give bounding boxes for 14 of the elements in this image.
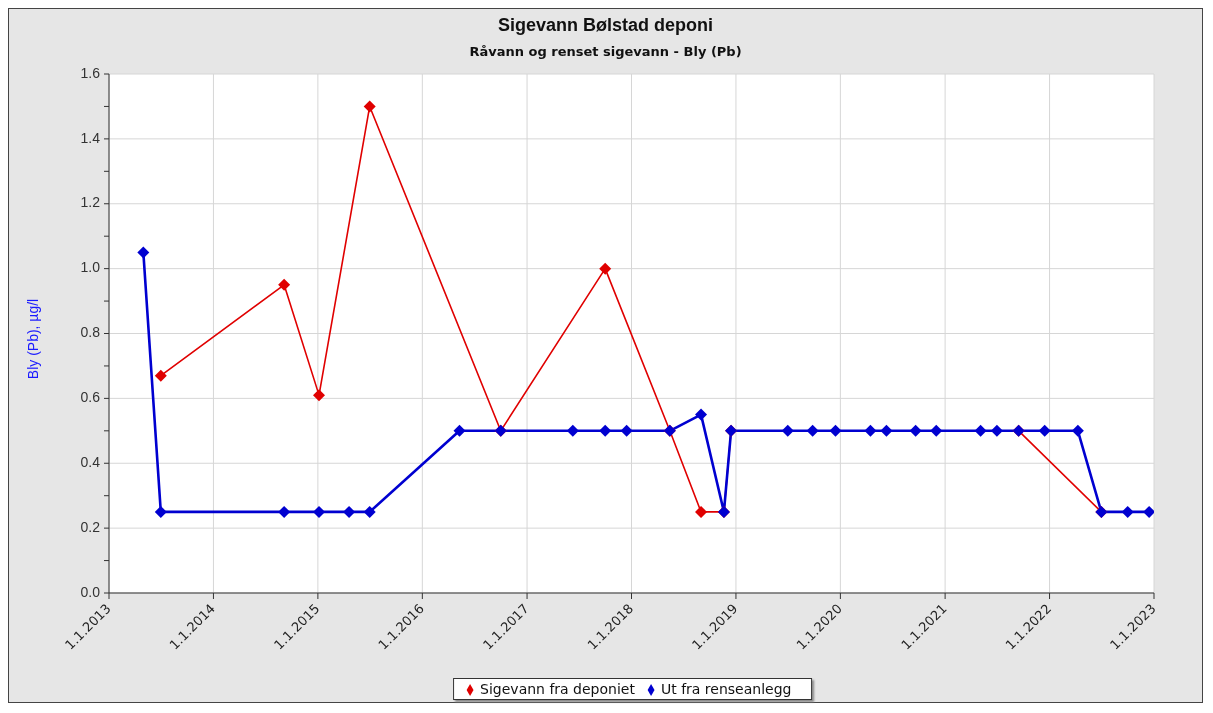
y-tick-label: 0.2 bbox=[80, 518, 101, 535]
legend-label: Ut fra renseanlegg bbox=[660, 681, 792, 697]
y-tick-label: 1.0 bbox=[80, 259, 101, 276]
y-tick-label: 1.2 bbox=[80, 194, 101, 211]
y-tick-label: 0.4 bbox=[80, 453, 101, 470]
legend-label: Sigevann fra deponiet bbox=[480, 681, 635, 697]
y-tick-label: 0.0 bbox=[80, 583, 101, 600]
y-tick-label: 0.8 bbox=[80, 324, 101, 341]
y-tick-label: 1.4 bbox=[80, 129, 101, 146]
chart-title: Sigevann Bølstad deponi bbox=[497, 15, 714, 36]
y-tick-label: 1.6 bbox=[80, 64, 101, 81]
chart-subtitle: Råvann og renset sigevann - Bly (Pb) bbox=[468, 44, 743, 59]
y-tick-label: 0.6 bbox=[80, 389, 101, 406]
y-axis-title: Bly (Pb), µg/l bbox=[25, 298, 41, 380]
